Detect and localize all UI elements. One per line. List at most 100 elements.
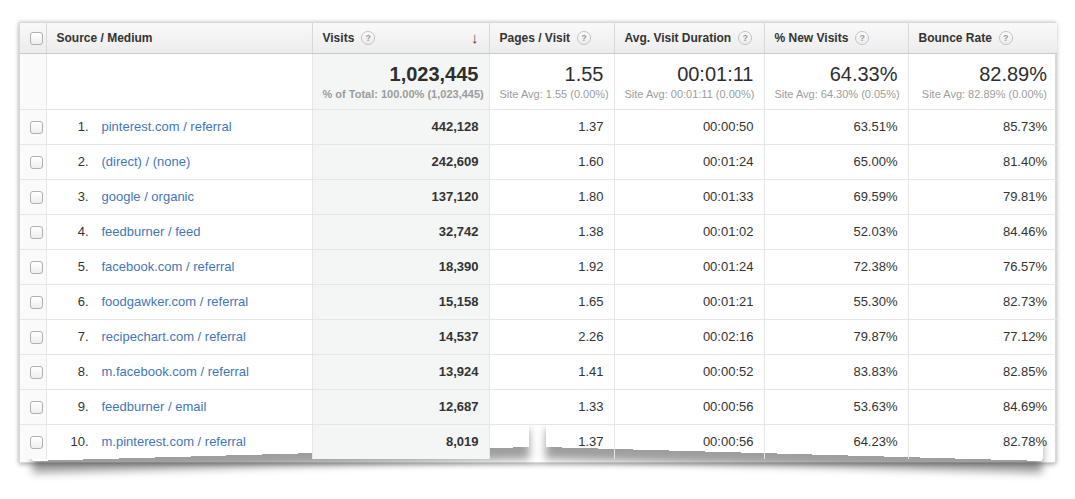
column-header-avg-visit-duration[interactable]: Avg. Visit Duration ? [614, 23, 764, 53]
row-checkbox[interactable] [30, 331, 43, 344]
source-medium-link[interactable]: recipechart.com / referral [102, 329, 247, 344]
source-medium-cell: 9. feedburner / email [46, 389, 312, 424]
select-all-header-cell [20, 23, 46, 53]
source-medium-table: Source / Medium Visits ? ↓ Pages / Visit [20, 23, 1057, 459]
pages-per-visit-cell: 1.60 [489, 144, 614, 179]
page: Source / Medium Visits ? ↓ Pages / Visit [0, 0, 1075, 499]
totals-row: 1,023,445 % of Total: 100.00% (1,023,445… [20, 53, 1057, 109]
row-checkbox[interactable] [30, 121, 43, 134]
row-checkbox-cell [20, 249, 46, 284]
column-header-bounce-rate[interactable]: Bounce Rate ? [908, 23, 1057, 53]
sort-descending-icon[interactable]: ↓ [471, 30, 479, 45]
bounce-rate-cell: 76.57% [908, 249, 1057, 284]
column-header-visits[interactable]: Visits ? ↓ [312, 23, 489, 53]
bounce-rate-cell: 81.40% [908, 144, 1057, 179]
visits-cell: 8,019 [312, 424, 489, 459]
row-checkbox[interactable] [30, 401, 43, 414]
totals-source-cell [46, 53, 312, 109]
source-medium-link[interactable]: facebook.com / referral [102, 259, 235, 274]
column-header-label: Bounce Rate [919, 31, 992, 45]
row-rank: 2. [61, 154, 89, 169]
table-row: 2.(direct) / (none) 242,609 1.60 00:01:2… [20, 144, 1057, 179]
pct-new-visits-cell: 63.51% [764, 109, 908, 144]
avg-visit-duration-cell: 00:01:02 [614, 214, 764, 249]
visits-cell: 32,742 [312, 214, 489, 249]
visits-cell: 14,537 [312, 319, 489, 354]
source-medium-link[interactable]: m.pinterest.com / referral [102, 434, 247, 449]
table-body: 1,023,445 % of Total: 100.00% (1,023,445… [20, 53, 1057, 459]
help-icon[interactable]: ? [577, 31, 591, 45]
help-icon[interactable]: ? [738, 31, 752, 45]
column-header-pct-new-visits[interactable]: % New Visits ? [764, 23, 908, 53]
column-header-source-medium[interactable]: Source / Medium [46, 23, 312, 53]
avg-visit-duration-cell: 00:00:50 [614, 109, 764, 144]
bounce-rate-cell: 77.12% [908, 319, 1057, 354]
totals-pct-new-visits-subtext: Site Avg: 64.30% (0.05%) [775, 88, 898, 100]
row-checkbox[interactable] [30, 366, 43, 379]
row-checkbox[interactable] [30, 156, 43, 169]
source-medium-link[interactable]: (direct) / (none) [102, 154, 191, 169]
table-header: Source / Medium Visits ? ↓ Pages / Visit [20, 23, 1057, 53]
row-checkbox[interactable] [30, 226, 43, 239]
pct-new-visits-cell: 55.30% [764, 284, 908, 319]
pct-new-visits-cell: 72.38% [764, 249, 908, 284]
pct-new-visits-cell: 65.00% [764, 144, 908, 179]
row-checkbox[interactable] [30, 261, 43, 274]
row-checkbox-cell [20, 144, 46, 179]
source-medium-link[interactable]: feedburner / email [102, 399, 207, 414]
pages-per-visit-cell: 1.65 [489, 284, 614, 319]
visits-cell: 442,128 [312, 109, 489, 144]
source-medium-cell: 5. facebook.com / referral [46, 249, 312, 284]
source-medium-link[interactable]: feedburner / feed [102, 224, 201, 239]
column-header-label: Visits [323, 31, 355, 45]
row-rank: 1. [61, 119, 89, 134]
row-checkbox[interactable] [30, 436, 43, 449]
table-row: 7.recipechart.com / referral 14,537 2.26… [20, 319, 1057, 354]
row-rank: 8. [61, 364, 89, 379]
visits-cell: 137,120 [312, 179, 489, 214]
table-row: 6.foodgawker.com / referral 15,158 1.65 … [20, 284, 1057, 319]
row-checkbox[interactable] [30, 191, 43, 204]
pct-new-visits-cell: 79.87% [764, 319, 908, 354]
pct-new-visits-cell: 64.23% [764, 424, 908, 459]
pages-per-visit-cell: 1.38 [489, 214, 614, 249]
column-header-pages-per-visit[interactable]: Pages / Visit ? [489, 23, 614, 53]
pct-new-visits-cell: 83.83% [764, 354, 908, 389]
source-medium-cell: 10.m.pinterest.com / referral [46, 424, 312, 459]
source-medium-link[interactable]: google / organic [102, 189, 195, 204]
row-checkbox-cell [20, 389, 46, 424]
row-checkbox-cell [20, 179, 46, 214]
source-medium-link[interactable]: m.facebook.com / referral [102, 364, 249, 379]
row-checkbox[interactable] [30, 296, 43, 309]
column-header-label: % New Visits [775, 31, 849, 45]
table-row: 5.facebook.com / referral 18,390 1.92 00… [20, 249, 1057, 284]
select-all-checkbox[interactable] [30, 32, 43, 45]
row-rank: 5. [61, 259, 89, 274]
totals-pages-per-visit-value: 1.55 [500, 63, 604, 85]
table-row: 8.m.facebook.com / referral 13,924 1.41 … [20, 354, 1057, 389]
help-icon[interactable]: ? [361, 31, 375, 45]
bounce-rate-cell: 84.46% [908, 214, 1057, 249]
row-rank: 9. [61, 399, 89, 414]
avg-visit-duration-cell: 00:01:33 [614, 179, 764, 214]
totals-bounce-rate-cell: 82.89% Site Avg: 82.89% (0.00%) [908, 53, 1057, 109]
table-row: 10.m.pinterest.com / referral 8,019 1.37… [20, 424, 1057, 459]
totals-visits-subtext: % of Total: 100.00% (1,023,445) [323, 88, 479, 100]
row-checkbox-cell [20, 424, 46, 459]
row-checkbox-cell [20, 214, 46, 249]
totals-visits-cell: 1,023,445 % of Total: 100.00% (1,023,445… [312, 53, 489, 109]
avg-visit-duration-cell: 00:01:21 [614, 284, 764, 319]
pages-per-visit-cell: 2.26 [489, 319, 614, 354]
avg-visit-duration-cell: 00:00:56 [614, 424, 764, 459]
table-row: 4.feedburner / feed 32,742 1.38 00:01:02… [20, 214, 1057, 249]
source-medium-link[interactable]: foodgawker.com / referral [102, 294, 249, 309]
source-medium-cell: 7.recipechart.com / referral [46, 319, 312, 354]
help-icon[interactable]: ? [855, 31, 869, 45]
pct-new-visits-cell: 53.63% [764, 389, 908, 424]
table-row: 1.pinterest.com / referral 442,128 1.37 … [20, 109, 1057, 144]
help-icon[interactable]: ? [999, 31, 1013, 45]
row-checkbox-cell [20, 109, 46, 144]
source-medium-link[interactable]: pinterest.com / referral [102, 119, 232, 134]
visits-cell: 12,687 [312, 389, 489, 424]
table-row: 9.feedburner / email 12,687 1.33 00:00:5… [20, 389, 1057, 424]
